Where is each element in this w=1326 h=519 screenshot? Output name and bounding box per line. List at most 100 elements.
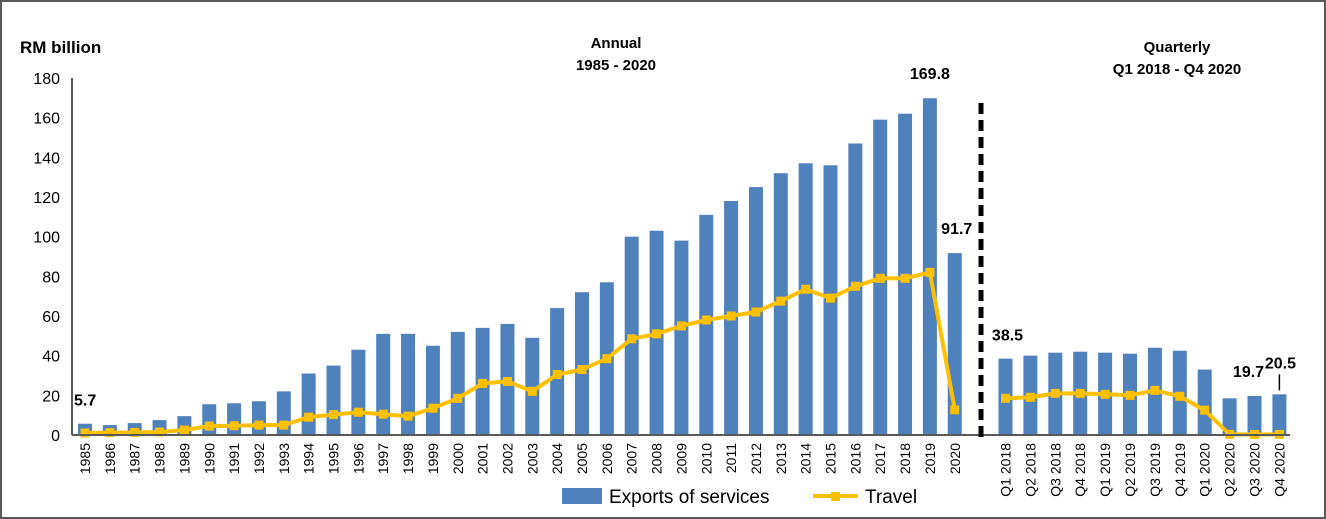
travel-marker-annual-2016 <box>850 281 860 291</box>
travel-marker-annual-1986 <box>105 428 115 438</box>
travel-marker-annual-2011 <box>726 311 736 321</box>
x-tick-label: 1989 <box>176 443 192 474</box>
y-tick-label: 100 <box>33 230 60 247</box>
x-tick-label: 2001 <box>475 443 491 474</box>
travel-marker-annual-1992 <box>254 420 264 430</box>
y-tick-label: 180 <box>33 71 60 88</box>
x-tick-label: 2006 <box>599 443 615 474</box>
x-tick-label: Q4 2018 <box>1072 443 1088 497</box>
bar-annual-1996 <box>351 349 366 435</box>
y-tick-label: 160 <box>33 111 60 128</box>
travel-marker-annual-1990 <box>204 421 214 431</box>
bar-quarterly-q1-2020 <box>1197 369 1212 435</box>
bar-quarterly-q2-2020 <box>1222 398 1237 435</box>
x-tick-label: Q2 2020 <box>1222 443 1238 497</box>
travel-line-quarterly <box>1005 388 1280 437</box>
travel-marker-quarterly-q2-2019 <box>1125 390 1135 400</box>
x-tick-label: 2014 <box>798 443 814 474</box>
x-tick-label: 2005 <box>574 443 590 474</box>
x-tick-label: 2017 <box>872 443 888 474</box>
data-label-quarterly: 19.7 <box>1233 364 1264 381</box>
x-tick-label: 2002 <box>499 443 515 474</box>
y-tick-label: 80 <box>42 269 60 286</box>
x-tick-label: 1996 <box>350 443 366 474</box>
x-tick-label: Q1 2018 <box>998 443 1014 497</box>
travel-marker-annual-2004 <box>552 370 562 380</box>
travel-marker-quarterly-q1-2018 <box>1001 393 1010 403</box>
x-tick-label: 1986 <box>102 443 118 474</box>
y-axis: 0 20 40 60 80 100 120 140 160 180 <box>33 71 73 445</box>
travel-marker-quarterly-q1-2019 <box>1100 389 1110 399</box>
x-tick-label: 2004 <box>549 443 565 474</box>
bars-group <box>78 98 1287 436</box>
x-tick-label: 1992 <box>251 443 267 474</box>
x-tick-label: 2011 <box>723 443 739 473</box>
x-tick-label: 1990 <box>201 443 217 474</box>
data-label-quarterly: 38.5 <box>992 328 1023 345</box>
data-label-annual: 91.7 <box>941 221 972 238</box>
bar-annual-1992 <box>251 401 266 435</box>
travel-marker-annual-1996 <box>353 407 363 417</box>
bar-quarterly-q3-2020 <box>1247 395 1262 435</box>
legend-swatch-travel-marker <box>831 492 840 501</box>
y-tick-label: 60 <box>42 309 60 326</box>
travel-marker-annual-2015 <box>826 293 835 303</box>
legend-label-exports: Exports of services <box>609 487 770 508</box>
x-tick-label: Q2 2018 <box>1022 443 1038 497</box>
travel-marker-annual-2000 <box>453 393 463 403</box>
x-tick-label: 2010 <box>698 443 714 474</box>
travel-marker-annual-1993 <box>279 420 289 430</box>
travel-marker-annual-2005 <box>577 365 587 375</box>
x-tick-label: 1991 <box>226 443 242 474</box>
travel-marker-annual-1985 <box>80 428 90 438</box>
bar-annual-2010 <box>699 214 714 435</box>
x-tick-label: Q4 2020 <box>1271 443 1287 497</box>
x-tick-label: 2012 <box>748 443 764 474</box>
travel-marker-quarterly-q3-2019 <box>1150 385 1160 395</box>
travel-marker-annual-2014 <box>801 284 811 294</box>
travel-marker-annual-2001 <box>478 378 488 388</box>
travel-marker-annual-2009 <box>676 321 686 331</box>
travel-marker-annual-2002 <box>502 376 512 386</box>
travel-marker-annual-2013 <box>776 296 786 306</box>
travel-marker-annual-2012 <box>751 307 761 317</box>
travel-marker-quarterly-q4-2019 <box>1175 391 1185 401</box>
x-tick-label: Q1 2020 <box>1197 443 1213 497</box>
x-tick-label: 1999 <box>425 443 441 474</box>
bar-annual-1991 <box>227 403 242 435</box>
legend-label-travel: Travel <box>865 487 917 508</box>
x-tick-label: 1997 <box>375 443 391 474</box>
x-tick-label: 2003 <box>524 443 540 474</box>
x-tick-label: Q3 2018 <box>1047 443 1063 497</box>
data-labels-group: 5.7 169.8 91.7 38.5 19.720.5 <box>74 66 1296 409</box>
travel-marker-annual-1995 <box>329 410 338 420</box>
travel-marker-quarterly-q4-2018 <box>1075 388 1085 398</box>
travel-marker-annual-1998 <box>403 411 413 421</box>
travel-marker-annual-1988 <box>155 427 165 437</box>
travel-marker-annual-1997 <box>378 409 388 419</box>
quarterly-title-line1: Quarterly <box>1144 39 1211 56</box>
x-tick-label: Q4 2019 <box>1172 443 1188 497</box>
bar-annual-2019 <box>922 98 937 435</box>
y-tick-label: 140 <box>33 150 60 167</box>
x-tick-label: 1995 <box>326 443 342 474</box>
bar-annual-2000 <box>450 331 465 435</box>
x-tick-label: 2015 <box>823 443 839 474</box>
y-tick-label: 20 <box>42 388 60 405</box>
legend: Exports of services Travel <box>562 487 917 508</box>
x-tick-label: 2008 <box>649 443 665 474</box>
bar-annual-1999 <box>425 345 440 435</box>
travel-marker-annual-2006 <box>602 354 612 364</box>
x-tick-label: 1988 <box>152 443 168 474</box>
x-tick-label: 2016 <box>847 443 863 474</box>
x-tick-label: 2007 <box>624 443 640 474</box>
travel-marker-annual-1987 <box>130 427 140 437</box>
unit-label: RM billion <box>20 38 101 57</box>
travel-marker-annual-2018 <box>900 273 910 283</box>
bar-annual-2005 <box>575 292 589 435</box>
x-tick-label: 2018 <box>897 443 913 474</box>
annual-title-line2: 1985 - 2020 <box>576 57 656 74</box>
quarterly-title-line2: Q1 2018 - Q4 2020 <box>1113 61 1241 78</box>
travel-marker-annual-2007 <box>627 334 637 344</box>
data-label-annual: 5.7 <box>74 393 96 410</box>
